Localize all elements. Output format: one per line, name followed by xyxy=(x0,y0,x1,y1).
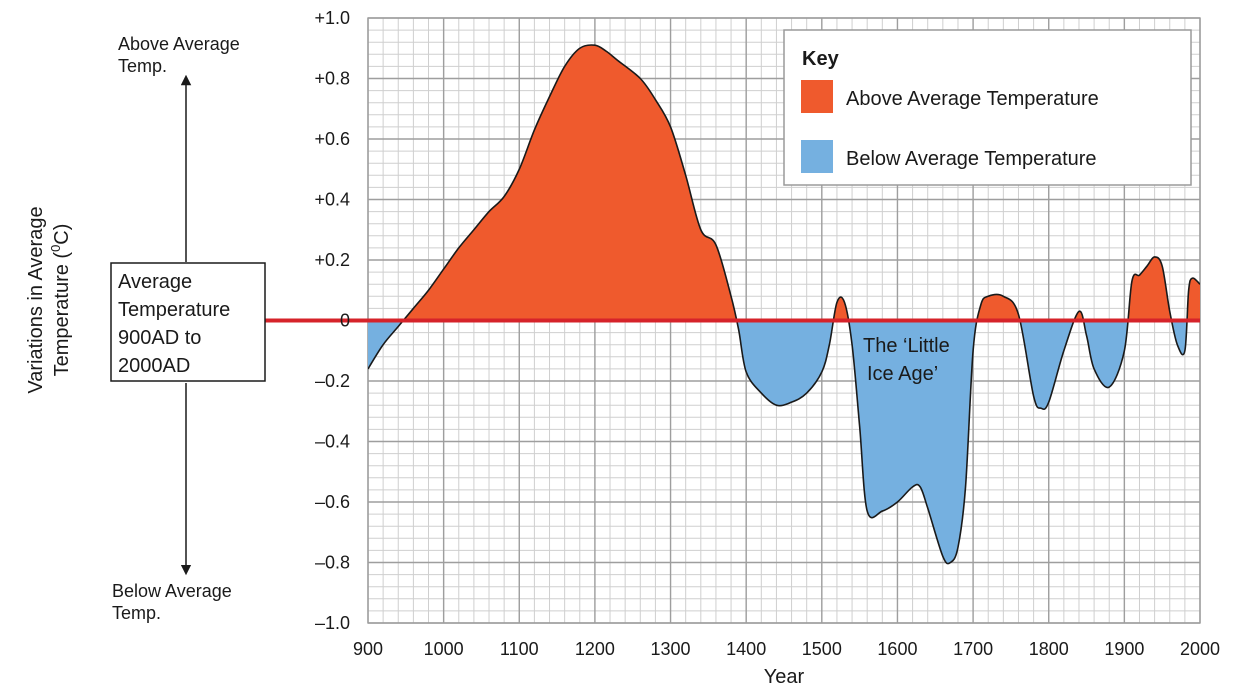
x-tick-label: 1500 xyxy=(802,639,842,659)
y-tick-label: –0.4 xyxy=(315,432,350,452)
x-tick-label: 1400 xyxy=(726,639,766,659)
x-tick-label: 1300 xyxy=(651,639,691,659)
average-box-line1: Average xyxy=(118,271,192,293)
x-tick-labels: 900 1000 1100 1200 1300 1400 1500 1600 1700 1800 1… xyxy=(353,639,1220,659)
y-tick-label: +0.8 xyxy=(314,69,350,89)
legend-swatch-above xyxy=(801,80,833,113)
y-axis-title-main: Temperature ( xyxy=(51,252,73,377)
little-ice-age-label-line1: The ‘Little xyxy=(863,335,950,357)
below-average-area xyxy=(368,320,1200,564)
x-tick-label: 1100 xyxy=(500,639,539,659)
average-box-line2: Temperature xyxy=(118,299,230,321)
x-tick-label: 1000 xyxy=(424,639,464,659)
temperature-curve xyxy=(368,44,1200,565)
area-layer xyxy=(368,44,1200,565)
y-tick-label: +0.2 xyxy=(314,250,350,270)
legend-label-below: Below Average Temperature xyxy=(846,148,1097,170)
y-axis-title-unit: C) xyxy=(51,224,73,245)
above-average-area xyxy=(368,44,1200,321)
average-temperature-box xyxy=(110,262,266,382)
x-tick-label: 900 xyxy=(353,639,383,659)
y-tick-label: +0.6 xyxy=(314,129,350,149)
x-tick-label: 1900 xyxy=(1104,639,1144,659)
x-tick-label: 1600 xyxy=(877,639,917,659)
x-axis-title: Year xyxy=(764,666,805,688)
y-tick-label: –1.0 xyxy=(315,613,350,633)
y-tick-label: +1.0 xyxy=(314,8,350,28)
y-tick-labels: +1.0 +0.8 +0.6 +0.4 +0.2 0 –0.2 –0.4 –0.6 –0.8 –1.… xyxy=(314,8,350,633)
y-tick-label: –0.6 xyxy=(315,492,350,512)
below-average-label-line1: Below Average xyxy=(112,581,232,601)
y-tick-label: +0.4 xyxy=(314,190,350,210)
x-tick-label: 1800 xyxy=(1029,639,1069,659)
legend-box xyxy=(783,29,1192,186)
x-tick-label: 2000 xyxy=(1180,639,1220,659)
above-average-label-line1: Above Average xyxy=(118,34,240,54)
legend-label-above: Above Average Temperature xyxy=(846,88,1099,110)
y-axis-title-line2: Temperature (0C) xyxy=(48,224,73,377)
little-ice-age-label-line2: Ice Age’ xyxy=(867,363,938,385)
average-box-line3: 900AD to xyxy=(118,327,201,349)
above-average-label-line2: Temp. xyxy=(118,56,167,76)
legend-title: Key xyxy=(802,48,840,70)
x-tick-label: 1200 xyxy=(575,639,615,659)
legend-swatch-below xyxy=(801,140,833,173)
y-tick-label: 0 xyxy=(340,311,350,331)
y-tick-label: –0.8 xyxy=(315,553,350,573)
average-box-line4: 2000AD xyxy=(118,355,190,377)
y-tick-label: –0.2 xyxy=(315,371,350,391)
x-tick-label: 1700 xyxy=(953,639,993,659)
y-axis-title-sup: 0 xyxy=(48,245,63,252)
legend: Key Above Average Temperature Below Aver… xyxy=(783,29,1192,186)
below-average-label-line2: Temp. xyxy=(112,603,161,623)
y-axis-title: Variations in Average Temperature (0C) xyxy=(25,206,73,393)
y-axis-title-line1: Variations in Average xyxy=(25,206,47,393)
